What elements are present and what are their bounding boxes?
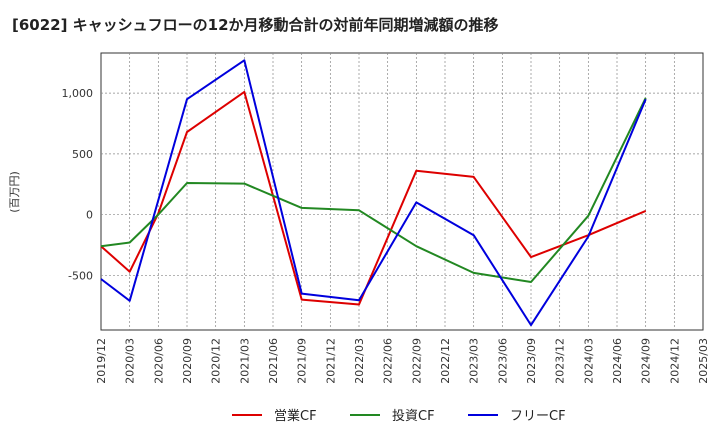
x-tick-label: 2020/03 <box>124 338 137 384</box>
y-tick-label: -500 <box>68 269 93 282</box>
x-tick-label: 2020/09 <box>181 338 194 384</box>
series-group <box>100 59 647 327</box>
legend-label-0: 営業CF <box>274 408 317 424</box>
x-tick-label: 2024/12 <box>668 338 681 384</box>
x-tick-label: 2022/12 <box>439 338 452 384</box>
x-tick-label: 2021/03 <box>238 338 251 384</box>
x-tick-label: 2023/09 <box>525 338 538 384</box>
x-tick-label: 2022/03 <box>353 338 366 384</box>
x-tick-label: 2024/03 <box>582 338 595 384</box>
x-axis: 2019/12 2020/03 2020/06 2020/09 2020/12 2021/… <box>95 338 710 384</box>
y-tick-label: 500 <box>72 148 93 161</box>
x-tick-label: 2019/12 <box>95 338 108 384</box>
x-tick-label: 2025/03 <box>697 338 710 384</box>
grid <box>101 53 703 330</box>
x-tick-label: 2023/03 <box>468 338 481 384</box>
series-line-0 <box>100 90 647 306</box>
legend-label-1: 投資CF <box>392 408 435 424</box>
x-tick-label: 2022/06 <box>382 338 395 384</box>
x-tick-label: 2020/12 <box>210 338 223 384</box>
y-tick-label: 0 <box>86 209 93 222</box>
y-tick-label: 1,000 <box>62 87 94 100</box>
x-tick-label: 2024/09 <box>640 338 653 384</box>
chart-title: [6022] キャッシュフローの12か月移動合計の対前年同期増減額の推移 <box>12 16 499 34</box>
legend-label-2: フリーCF <box>510 409 566 424</box>
x-tick-label: 2023/12 <box>554 338 567 384</box>
plot-area <box>100 52 704 331</box>
x-tick-label: 2023/06 <box>496 338 509 384</box>
x-tick-label: 2021/06 <box>267 338 280 384</box>
y-axis-label: (百万円) <box>8 171 21 213</box>
x-tick-label: 2021/12 <box>324 338 337 384</box>
x-tick-label: 2020/06 <box>152 338 165 384</box>
legend: 営業CF 投資CF フリーCF <box>232 408 566 424</box>
x-tick-label: 2022/09 <box>410 338 423 384</box>
y-axis: -500 0 500 1,000 <box>62 87 94 282</box>
series-line-2 <box>100 59 647 327</box>
x-tick-label: 2024/06 <box>611 338 624 384</box>
x-tick-label: 2021/09 <box>296 338 309 384</box>
